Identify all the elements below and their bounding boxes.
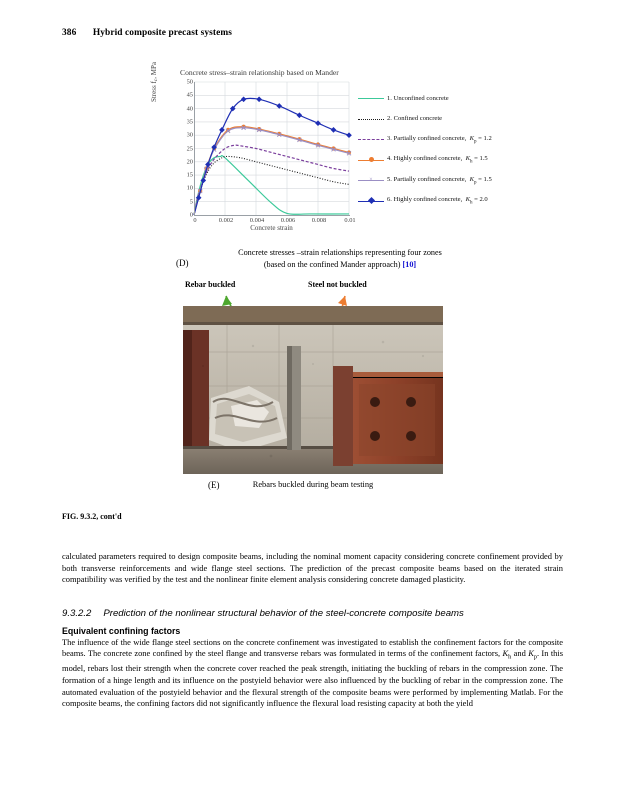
- chart-plot-area: Stress fc, MPa 0 5 10 15 20 25 30 35 40 45 50 0 0.0…: [150, 62, 540, 232]
- symbol-kh-sub: h: [508, 653, 512, 661]
- legend-marker-3: [358, 135, 384, 144]
- figure-d-caption-line2: (based on the confined Mander approach): [263, 259, 401, 269]
- y-tick-0: 0: [189, 211, 193, 219]
- chart-legend: 1. Unconfined concrete 2. Confined concre…: [358, 88, 544, 211]
- legend-marker-6: [358, 196, 384, 205]
- y-tick-8: 40: [186, 105, 193, 113]
- y-tick-10: 50: [186, 78, 193, 86]
- x-tick-1: 0.002: [218, 217, 234, 224]
- figure-d-tag: (D): [176, 258, 189, 268]
- paragraph-2-part2: . In this model, rebars lost their stren…: [62, 648, 564, 709]
- legend-item-3: 3. Partially confined concrete, Kp = 1.2: [358, 129, 544, 150]
- section-number: 9.3.2.2: [62, 607, 92, 619]
- paragraph-2-and: and: [513, 648, 526, 659]
- figure-d-caption-line1: Concrete stresses –strain relationships …: [238, 248, 442, 257]
- y-tick-1: 5: [189, 198, 193, 206]
- y-tick-7: 35: [186, 118, 193, 126]
- figure-e-tag: (E): [208, 480, 220, 490]
- paragraph-2-part1: The influence of the wide flange steel s…: [62, 636, 563, 659]
- figure-d-caption-line2-wrap: (based on the confined Mander approach) …: [140, 259, 540, 271]
- page-number: 386: [62, 28, 77, 38]
- symbol-kp: K: [528, 648, 534, 659]
- legend-label-4: 4. Highly confined concrete, Kh = 1.5: [387, 155, 488, 165]
- legend-marker-1: [358, 94, 384, 103]
- running-head-title: Hybrid composite precast systems: [92, 28, 233, 38]
- chart-series-1: [193, 155, 350, 216]
- legend-item-2: 2. Confined concrete: [358, 109, 544, 130]
- annotation-rebar-buckled: Rebar buckled: [185, 280, 236, 289]
- legend-label-6: 6. Highly confined concrete, Kh = 2.0: [387, 196, 488, 206]
- legend-marker-4: [358, 155, 384, 164]
- section-title: Prediction of the nonlinear structural b…: [103, 607, 464, 619]
- legend-label-2: 2. Confined concrete: [387, 115, 443, 123]
- legend-marker-5: ×: [358, 176, 384, 185]
- legend-item-1: 1. Unconfined concrete: [358, 88, 544, 109]
- reference-link-10[interactable]: [10]: [402, 259, 417, 269]
- y-axis-label-unit: , MPa: [150, 61, 158, 79]
- y-tick-6: 30: [186, 131, 193, 139]
- photo-content: [183, 306, 443, 474]
- x-tick-3: 0.006: [280, 217, 296, 224]
- annotation-steel-not-buckled: Steel not buckled: [308, 280, 367, 289]
- y-tick-9: 45: [186, 91, 193, 99]
- y-axis-label-sub: c: [153, 78, 159, 82]
- chart-grid-host: [193, 81, 352, 216]
- x-tick-0: 0: [193, 217, 197, 224]
- y-tick-4: 20: [186, 158, 193, 166]
- paragraph-1: calculated parameters required to design…: [62, 551, 563, 585]
- symbol-kh: K: [502, 648, 509, 659]
- figure-caption-label: FIG. 9.3.2, cont'd: [62, 512, 122, 521]
- legend-label-3: 3. Partially confined concrete, Kp = 1.2: [387, 134, 492, 144]
- photo-beam-test: [183, 306, 443, 474]
- figure-d-caption: Concrete stresses –strain relationships …: [140, 247, 540, 270]
- legend-item-4: 4. Highly confined concrete, Kh = 1.5: [358, 150, 544, 171]
- legend-label-1: 1. Unconfined concrete: [387, 94, 449, 102]
- x-tick-4: 0.008: [311, 217, 327, 224]
- figure-d-chart: Concrete stress–strain relationship base…: [140, 62, 540, 283]
- subsection-heading: Equivalent confining factors: [62, 625, 181, 636]
- section-heading: 9.3.2.2 Prediction of the nonlinear struc…: [62, 608, 563, 619]
- legend-item-5: × 5. Partially confined concrete, Kp = 1.…: [358, 170, 544, 191]
- figure-e-photo: Rebar buckled Steel not buckled: [183, 280, 443, 515]
- figure-e-caption: Rebars buckled during beam testing: [252, 480, 374, 489]
- y-tick-3: 15: [186, 171, 193, 179]
- chart-title: Concrete stress–strain relationship base…: [180, 68, 339, 77]
- running-head: 386 Hybrid composite precast systems: [62, 28, 232, 38]
- chart-x-axis-label: Concrete strain: [250, 224, 293, 232]
- y-tick-5: 25: [186, 145, 193, 152]
- x-tick-5: 0.01: [344, 217, 356, 224]
- paragraph-2: The influence of the wide flange steel s…: [62, 637, 563, 710]
- chart-series-3: [193, 144, 350, 216]
- x-tick-2: 0.004: [249, 217, 265, 224]
- symbol-kp-sub: p: [533, 653, 537, 661]
- y-tick-2: 10: [186, 184, 193, 192]
- chart-y-axis-label: Stress fc, MPa: [150, 42, 159, 122]
- legend-item-6: 6. Highly confined concrete, Kh = 2.0: [358, 191, 544, 212]
- chart-axes-frame: 0 5 10 15 20 25 30 35 40 45 50 0 0.002 0.004 0.006 0.0…: [187, 79, 356, 225]
- legend-label-5: 5. Partially confined concrete, Kp = 1.5: [387, 175, 492, 185]
- legend-marker-2: [358, 114, 384, 123]
- y-axis-label-text: Stress f: [150, 81, 158, 103]
- chart-canvas: [193, 81, 352, 216]
- body-text: calculated parameters required to design…: [62, 551, 563, 710]
